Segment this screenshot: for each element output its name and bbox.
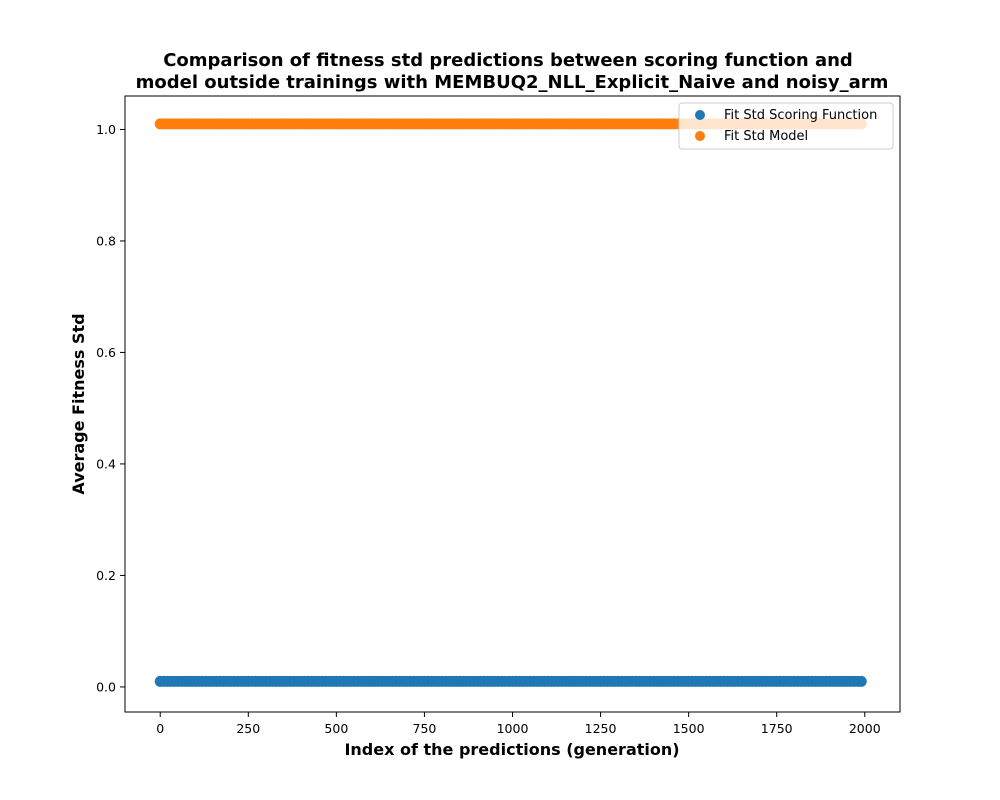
series-0 [154,675,867,687]
series-layer [154,118,867,687]
x-tick-label: 0 [156,721,164,736]
y-tick-label: 0.4 [96,456,116,471]
x-tick-label: 250 [236,721,260,736]
x-tick-label: 1750 [761,721,793,736]
x-tick-label: 500 [324,721,348,736]
x-tick-label: 1250 [585,721,617,736]
y-tick-label: 1.0 [96,122,116,137]
y-axis: 0.0 0.2 0.4 0.6 0.8 1.0 [96,122,125,694]
x-axis: 0 250 500 750 1000 1250 1500 1750 2000 [156,712,881,736]
legend-label-model: Fit Std Model [724,129,808,144]
chart-title-line-2: model outside trainings with MEMBUQ2_NLL… [136,72,889,93]
legend: Fit Std Scoring Function Fit Std Model [678,102,894,150]
x-tick-label: 750 [413,721,437,736]
legend-marker-scoring-function [695,110,705,120]
x-tick-label: 1500 [673,721,705,736]
y-tick-label: 0.0 [96,679,116,694]
y-tick-label: 0.6 [96,345,116,360]
legend-marker-model [695,131,705,141]
legend-label-scoring-function: Fit Std Scoring Function [724,108,877,123]
x-tick-label: 2000 [849,721,881,736]
y-tick-label: 0.2 [96,568,116,583]
plot-frame [124,95,901,713]
legend-box [678,102,894,150]
scatter-point [855,675,867,687]
x-axis-label: Index of the predictions (generation) [344,740,679,759]
y-axis-label: Average Fitness Std [69,313,88,494]
y-tick-label: 0.8 [96,233,116,248]
chart-title-line-1: Comparison of fitness std predictions be… [163,50,853,71]
x-tick-label: 1000 [497,721,529,736]
